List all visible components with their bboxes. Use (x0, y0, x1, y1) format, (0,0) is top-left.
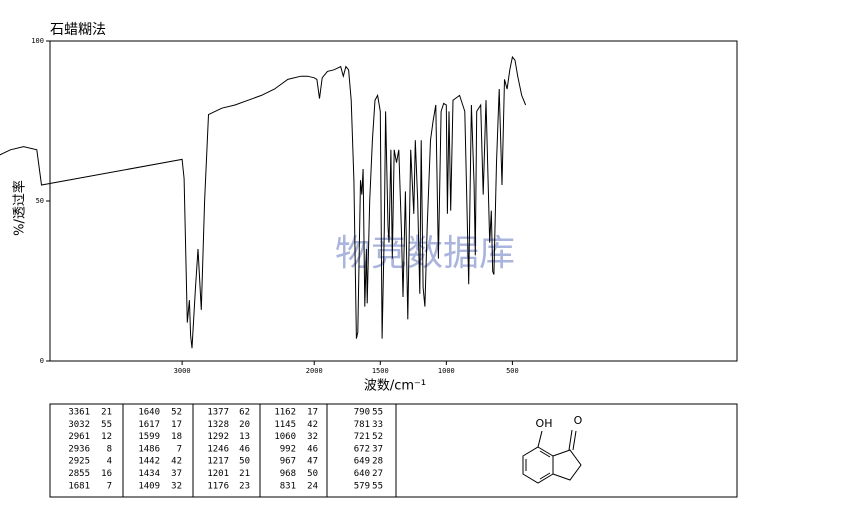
wavenumber-cell: 992 (280, 444, 296, 454)
wavenumber-cell: 790 (354, 408, 370, 418)
wavenumber-cell: 2961 (68, 432, 90, 442)
transmittance-cell: 32 (307, 432, 318, 442)
y-axis-label: %/透过率 (12, 180, 28, 236)
transmittance-cell: 7 (107, 481, 112, 491)
transmittance-cell: 33 (372, 420, 383, 430)
transmittance-cell: 37 (372, 444, 383, 454)
wavenumber-cell: 2936 (68, 444, 90, 454)
transmittance-cell: 18 (171, 432, 182, 442)
transmittance-cell: 52 (171, 408, 182, 418)
y-tick-label: 50 (36, 197, 44, 205)
atom-label: OH (536, 417, 553, 430)
transmittance-cell: 23 (239, 481, 250, 491)
atom-label: O (574, 414, 583, 427)
wavenumber-cell: 649 (354, 457, 370, 467)
transmittance-cell: 24 (307, 481, 318, 491)
transmittance-cell: 37 (171, 469, 182, 479)
wavenumber-cell: 1145 (274, 420, 296, 430)
transmittance-cell: 42 (307, 420, 318, 430)
structure (522, 429, 582, 484)
x-tick-label: 1000 (438, 367, 455, 375)
transmittance-cell: 50 (239, 457, 250, 467)
transmittance-cell: 21 (239, 469, 250, 479)
wavenumber-cell: 1162 (274, 408, 296, 418)
transmittance-cell: 12 (101, 432, 112, 442)
wavenumber-cell: 672 (354, 444, 370, 454)
transmittance-cell: 8 (107, 444, 112, 454)
wavenumber-cell: 831 (280, 481, 296, 491)
wavenumber-cell: 3032 (68, 420, 90, 430)
transmittance-cell: 4 (107, 457, 112, 467)
transmittance-cell: 46 (307, 444, 318, 454)
carbonyl-bond (568, 429, 573, 451)
double-bond (539, 472, 551, 480)
x-tick-label: 3000 (174, 367, 191, 375)
chart-title: 石蜡糊法 (50, 22, 106, 38)
transmittance-cell: 7 (177, 444, 182, 454)
wavenumber-cell: 1201 (207, 469, 229, 479)
wavenumber-cell: 1246 (207, 444, 229, 454)
double-bond (539, 450, 551, 458)
y-tick-label: 0 (40, 357, 44, 365)
transmittance-cell: 46 (239, 444, 250, 454)
transmittance-cell: 62 (239, 408, 250, 418)
wavenumber-cell: 1377 (207, 408, 229, 418)
x-tick-label: 1500 (372, 367, 389, 375)
wavenumber-cell: 1409 (138, 481, 160, 491)
table-frame (49, 403, 738, 498)
wavenumber-cell: 1060 (274, 432, 296, 442)
wavenumber-cell: 1292 (207, 432, 229, 442)
transmittance-cell: 17 (307, 408, 318, 418)
transmittance-cell: 52 (372, 432, 383, 442)
benzene-ring (522, 446, 554, 484)
wavenumber-cell: 1617 (138, 420, 160, 430)
x-tick-label: 2000 (306, 367, 323, 375)
transmittance-cell: 13 (239, 432, 250, 442)
x-tick-label: 500 (506, 367, 519, 375)
transmittance-cell: 50 (307, 469, 318, 479)
transmittance-cell: 21 (101, 408, 112, 418)
transmittance-cell: 55 (101, 420, 112, 430)
transmittance-cell: 28 (372, 457, 383, 467)
hydroxyl-bond (537, 430, 543, 448)
wavenumber-cell: 1640 (138, 408, 160, 418)
wavenumber-cell: 1442 (138, 457, 160, 467)
wavenumber-cell: 721 (354, 432, 370, 442)
watermark: 物竞数据库 (335, 233, 515, 274)
wavenumber-cell: 2925 (68, 457, 90, 467)
spectrum-line (0, 55, 527, 349)
wavenumber-cell: 640 (354, 469, 370, 479)
transmittance-cell: 55 (372, 481, 383, 491)
wavenumber-cell: 967 (280, 457, 296, 467)
transmittance-cell: 55 (372, 408, 383, 418)
transmittance-cell: 20 (239, 420, 250, 430)
transmittance-cell: 17 (171, 420, 182, 430)
wavenumber-cell: 579 (354, 481, 370, 491)
carbonyl-bond (572, 430, 577, 451)
wavenumber-cell: 1176 (207, 481, 229, 491)
wavenumber-cell: 2855 (68, 469, 90, 479)
wavenumber-cell: 968 (280, 469, 296, 479)
wavenumber-cell: 1599 (138, 432, 160, 442)
transmittance-cell: 32 (171, 481, 182, 491)
y-tick-label: 100 (31, 37, 44, 45)
wavenumber-cell: 3361 (68, 408, 90, 418)
x-axis-label: 波数/cm⁻¹ (364, 379, 426, 394)
transmittance-cell: 27 (372, 469, 383, 479)
transmittance-cell: 47 (307, 457, 318, 467)
wavenumber-cell: 1217 (207, 457, 229, 467)
wavenumber-cell: 781 (354, 420, 370, 430)
transmittance-cell: 16 (101, 469, 112, 479)
five-ring (552, 449, 582, 481)
table-dividers (122, 404, 397, 497)
transmittance-cell: 42 (171, 457, 182, 467)
wavenumber-cell: 1486 (138, 444, 160, 454)
wavenumber-cell: 1681 (68, 481, 90, 491)
wavenumber-cell: 1434 (138, 469, 160, 479)
wavenumber-cell: 1328 (207, 420, 229, 430)
